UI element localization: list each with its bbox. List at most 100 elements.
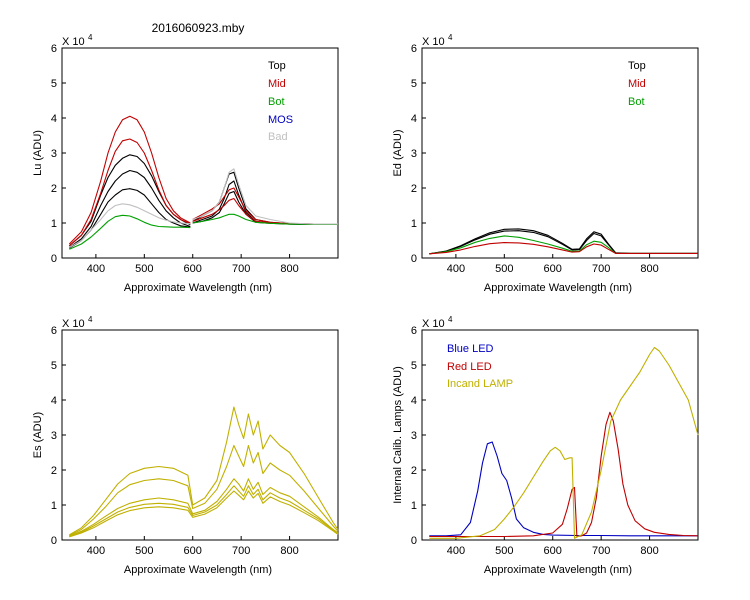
es-ytick-label: 0 <box>51 535 57 547</box>
lu-series-bot-line <box>192 213 338 225</box>
es-plot-area: 400 500 600 700 800 0 1 2 3 4 5 6 <box>51 325 339 557</box>
ed-series-mid-line <box>429 242 698 255</box>
es-series-es-line <box>69 490 339 538</box>
es-xtick-label: 700 <box>232 545 250 557</box>
cal-series-incand-lamp-line <box>429 346 699 539</box>
lu-legend-mos: MOS <box>268 114 293 126</box>
lu-series-bot-line <box>69 214 191 250</box>
cal-ytick-label: 5 <box>411 360 417 372</box>
lu-series-bad-line <box>192 168 338 225</box>
cal-xtick-label: 700 <box>592 545 610 557</box>
es-xtick-label: 500 <box>135 545 153 557</box>
ed-legend: Top Mid Bot <box>628 60 646 108</box>
es-exponent-power: 4 <box>88 315 93 324</box>
es-ytick-label: 4 <box>51 395 57 407</box>
ed-legend-bot: Bot <box>628 96 645 108</box>
ed-xtick-label: 700 <box>592 263 610 275</box>
lu-legend: Top Mid Bot MOS Bad <box>268 60 293 143</box>
lu-xtick-label: 500 <box>135 263 153 275</box>
ed-xtick-label: 600 <box>544 263 562 275</box>
es-ytick-label: 1 <box>51 500 57 512</box>
ed-ytick-label: 6 <box>411 43 417 55</box>
cal-legend-red-led: Red LED <box>447 361 492 373</box>
ed-exponent-base: X 10 <box>422 36 445 48</box>
ed-legend-top: Top <box>628 60 646 72</box>
figure-title: 2016060923.mby <box>152 21 245 35</box>
ed-ytick-label: 3 <box>411 148 417 160</box>
lu-xtick-label: 600 <box>184 263 202 275</box>
cal-exponent-label: X 10 4 <box>422 315 453 330</box>
lu-ytick-label: 2 <box>51 183 57 195</box>
lu-legend-mid: Mid <box>268 78 286 90</box>
cal-series-red-led-line <box>429 411 699 538</box>
es-ytick-label: 2 <box>51 465 57 477</box>
lu-ytick-label: 4 <box>51 113 57 125</box>
es-xlabel: Approximate Wavelength (nm) <box>124 564 272 576</box>
lu-series-mid-line <box>192 197 338 225</box>
lu-legend-top: Top <box>268 60 286 72</box>
lu-series-mid-line <box>68 138 191 247</box>
cal-legend-blue-led: Blue LED <box>447 343 494 355</box>
panel-lu: 400 500 600 700 800 0 1 2 3 4 5 6 X 10 4 Approximat… <box>32 33 339 294</box>
ed-ytick-label: 5 <box>411 78 417 90</box>
lu-xlabel: Approximate Wavelength (nm) <box>124 282 272 294</box>
ed-exponent-label: X 10 4 <box>422 33 453 48</box>
cal-legend-incand-lamp: Incand LAMP <box>447 378 513 390</box>
lu-series-bad-line <box>69 203 191 248</box>
lu-xtick-label: 400 <box>87 263 105 275</box>
es-exponent-label: X 10 4 <box>62 315 93 330</box>
lu-series-top-line <box>68 154 191 247</box>
es-series-es-line <box>69 478 339 537</box>
es-series-es-line <box>69 406 339 536</box>
lu-exponent-base: X 10 <box>62 36 85 48</box>
cal-ytick-label: 1 <box>411 500 417 512</box>
ed-plot-area: 400 500 600 700 800 0 1 2 3 4 5 6 <box>411 43 699 275</box>
ed-ylabel: Ed (ADU) <box>392 129 404 176</box>
es-xtick-label: 800 <box>280 545 298 557</box>
lu-legend-bad: Bad <box>268 131 288 143</box>
ed-legend-mid: Mid <box>628 78 646 90</box>
cal-xtick-label: 600 <box>544 545 562 557</box>
lu-ytick-label: 5 <box>51 78 57 90</box>
lu-legend-bot: Bot <box>268 96 285 108</box>
lu-xtick-label: 800 <box>280 263 298 275</box>
lu-axes-frame <box>61 47 339 259</box>
cal-legend: Blue LED Red LED Incand LAMP <box>447 343 513 390</box>
es-xtick-label: 400 <box>87 545 105 557</box>
lu-ytick-label: 1 <box>51 218 57 230</box>
cal-xtick-label: 800 <box>640 545 658 557</box>
ed-xtick-label: 500 <box>495 263 513 275</box>
cal-ytick-label: 6 <box>411 325 417 337</box>
panel-cal: 400 500 600 700 800 0 1 2 3 4 5 6 X 10 4 Approximat… <box>392 315 699 576</box>
es-series-es-line <box>69 444 339 536</box>
panel-es: 400 500 600 700 800 0 1 2 3 4 5 6 X 10 4 Approximat… <box>32 315 339 576</box>
es-ytick-label: 6 <box>51 325 57 337</box>
ed-ytick-label: 2 <box>411 183 417 195</box>
lu-series-mid-line <box>68 115 191 245</box>
es-ytick-label: 3 <box>51 430 57 442</box>
cal-ylabel: Internal Calib. Lamps (ADU) <box>392 366 404 504</box>
ed-exponent-power: 4 <box>448 33 453 42</box>
cal-plot-area: 400 500 600 700 800 0 1 2 3 4 5 6 <box>411 325 699 557</box>
ed-xtick-label: 400 <box>447 263 465 275</box>
es-series-es-line <box>69 485 339 538</box>
cal-ytick-label: 4 <box>411 395 417 407</box>
es-xtick-label: 600 <box>184 545 202 557</box>
ed-xlabel: Approximate Wavelength (nm) <box>484 282 632 294</box>
ed-ytick-label: 0 <box>411 253 417 265</box>
ed-xtick-label: 800 <box>640 263 658 275</box>
cal-exponent-power: 4 <box>448 315 453 324</box>
lu-ylabel: Lu (ADU) <box>32 130 44 176</box>
ed-axes-frame <box>421 47 699 259</box>
ed-ytick-label: 4 <box>411 113 417 125</box>
es-ylabel: Es (ADU) <box>32 412 44 458</box>
ed-ytick-label: 1 <box>411 218 417 230</box>
lu-series-top-line <box>68 169 191 248</box>
es-exponent-base: X 10 <box>62 318 85 330</box>
lu-exponent-power: 4 <box>88 33 93 42</box>
lu-ytick-label: 0 <box>51 253 57 265</box>
es-ytick-label: 5 <box>51 360 57 372</box>
cal-xlabel: Approximate Wavelength (nm) <box>484 564 632 576</box>
lu-plot-area: 400 500 600 700 800 0 1 2 3 4 5 6 <box>51 43 339 275</box>
